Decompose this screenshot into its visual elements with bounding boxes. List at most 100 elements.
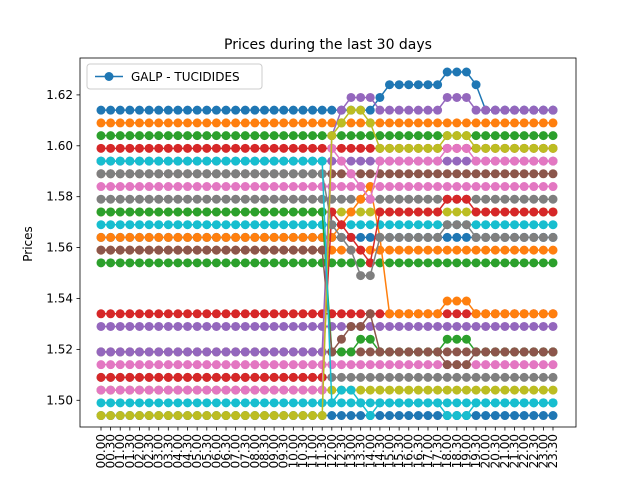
data-point [125, 182, 135, 192]
data-point [125, 309, 135, 319]
data-point [538, 156, 548, 166]
data-point [308, 143, 318, 153]
data-point [461, 143, 471, 153]
data-point [510, 156, 520, 166]
data-point [452, 67, 462, 77]
data-point [471, 385, 481, 395]
data-point [346, 131, 356, 141]
data-point [202, 398, 212, 408]
data-point [356, 232, 366, 242]
data-point [288, 232, 298, 242]
data-point [538, 232, 548, 242]
data-point [221, 105, 231, 115]
axes: 1.501.521.541.561.581.601.6200.0000.3001… [46, 57, 577, 468]
data-point [192, 258, 202, 268]
data-point [481, 220, 491, 230]
data-point [240, 258, 250, 268]
data-point [259, 131, 269, 141]
data-point [404, 258, 414, 268]
data-point [298, 169, 308, 179]
data-point [356, 156, 366, 166]
data-point [442, 258, 452, 268]
data-point [317, 258, 327, 268]
data-point [413, 156, 423, 166]
data-point [490, 220, 500, 230]
data-point [125, 194, 135, 204]
data-point [356, 411, 366, 421]
data-point [356, 385, 366, 395]
y-tick-label: 1.50 [46, 393, 73, 407]
data-point [269, 232, 279, 242]
x-tick-label: 14.30 [373, 434, 387, 468]
data-point [356, 309, 366, 319]
data-point [144, 118, 154, 128]
data-point [96, 347, 106, 357]
data-point [154, 182, 164, 192]
data-point [481, 372, 491, 382]
data-point [423, 398, 433, 408]
data-point [106, 105, 116, 115]
data-point [336, 143, 346, 153]
data-point [404, 321, 414, 331]
data-point [461, 309, 471, 319]
data-point [423, 220, 433, 230]
data-point [231, 169, 241, 179]
data-point [385, 194, 395, 204]
data-point [346, 143, 356, 153]
data-point [144, 131, 154, 141]
data-point [279, 220, 289, 230]
data-point [231, 118, 241, 128]
data-point [221, 182, 231, 192]
data-point [279, 398, 289, 408]
data-point [404, 169, 414, 179]
data-point [163, 360, 173, 370]
data-point [240, 398, 250, 408]
data-point [250, 385, 260, 395]
data-point [115, 182, 125, 192]
data-point [279, 411, 289, 421]
data-point [288, 220, 298, 230]
data-point [538, 182, 548, 192]
data-point [423, 143, 433, 153]
data-point [163, 245, 173, 255]
data-point [125, 258, 135, 268]
data-point [308, 169, 318, 179]
data-point [240, 232, 250, 242]
data-point [154, 309, 164, 319]
data-point [259, 194, 269, 204]
data-point [250, 309, 260, 319]
data-point [115, 156, 125, 166]
data-point [115, 258, 125, 268]
data-point [240, 131, 250, 141]
data-point [96, 156, 106, 166]
data-point [317, 411, 327, 421]
data-point [327, 169, 337, 179]
data-point [442, 92, 452, 102]
data-point [461, 385, 471, 395]
data-point [211, 411, 221, 421]
data-point [394, 258, 404, 268]
data-point [231, 347, 241, 357]
data-point [442, 372, 452, 382]
data-point [336, 207, 346, 217]
data-point [183, 182, 193, 192]
data-point [240, 321, 250, 331]
data-point [250, 398, 260, 408]
data-point [288, 360, 298, 370]
data-point [394, 105, 404, 115]
data-point [510, 207, 520, 217]
x-tick-label: 12.30 [334, 434, 348, 468]
data-point [308, 220, 318, 230]
data-point [115, 232, 125, 242]
x-tick-label: 10.30 [296, 434, 310, 468]
data-point [144, 385, 154, 395]
y-tick-label: 1.54 [46, 291, 73, 305]
data-point [500, 220, 510, 230]
data-point [452, 232, 462, 242]
data-point [481, 360, 491, 370]
data-point [308, 321, 318, 331]
x-tick-label: 16.00 [402, 434, 416, 468]
data-point [404, 347, 414, 357]
data-point [221, 220, 231, 230]
data-point [308, 118, 318, 128]
